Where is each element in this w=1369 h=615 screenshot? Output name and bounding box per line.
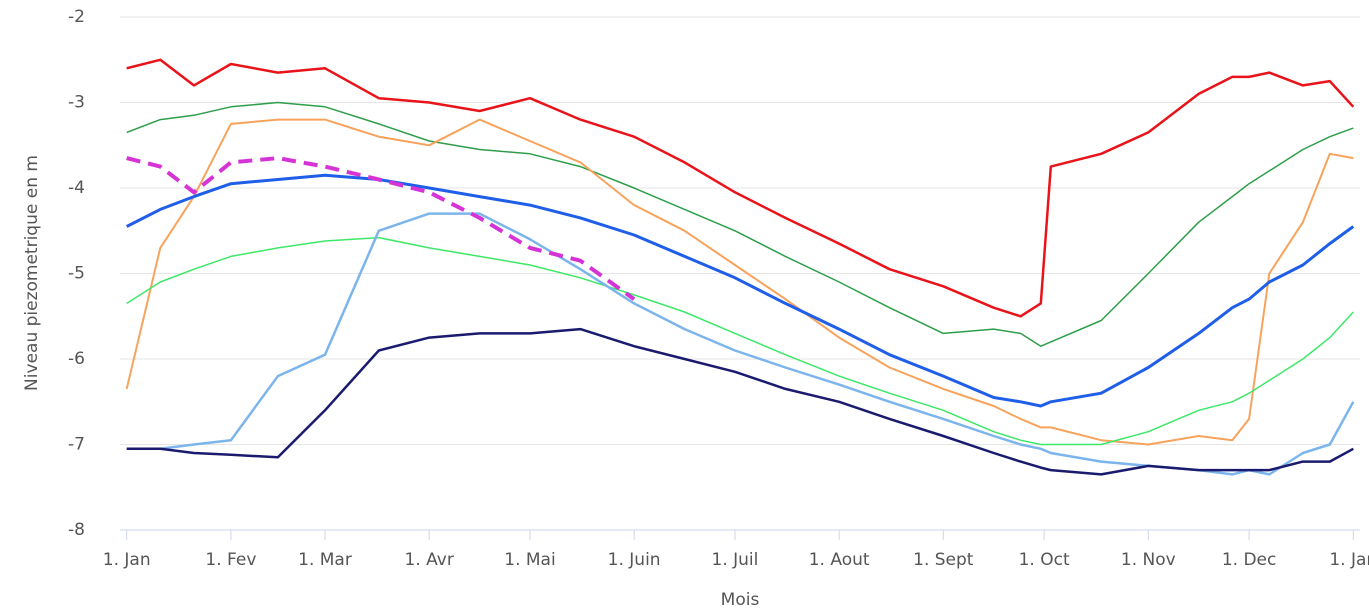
y-tick-label: -6 (68, 349, 85, 369)
y-tick-label: -2 (68, 7, 85, 27)
series-line (125, 118, 1354, 446)
y-tick-label: -7 (68, 435, 85, 455)
y-tick-label: -8 (68, 520, 85, 540)
x-tick-label: 1. Mar (298, 550, 352, 570)
y-tick-label: -3 (68, 93, 85, 113)
series-line (126, 327, 1354, 476)
series-line (126, 173, 1355, 408)
x-tick-label: 1. Mai (504, 550, 555, 570)
x-tick-label: 1. Juin (608, 550, 661, 570)
series-line (126, 58, 1355, 318)
x-tick-label: 1. Sept (913, 550, 974, 570)
series-line (126, 236, 1354, 446)
x-tick-label: 1. Aout (809, 550, 870, 570)
x-tick-label: 1. Avr (405, 550, 454, 570)
y-tick-label: -5 (68, 264, 85, 284)
x-tick-label: 1. Jan (1329, 550, 1369, 570)
x-axis-title: Mois (721, 590, 760, 610)
x-tick-label: 1. Juil (712, 550, 759, 570)
x-tick-label: 1. Nov (1121, 550, 1176, 570)
y-tick-label: -4 (68, 178, 85, 198)
x-tick-label: 1. Oct (1019, 550, 1070, 570)
x-tick-label: 1. Jan (103, 550, 151, 570)
series-line (126, 156, 636, 301)
series-line (126, 212, 1355, 476)
x-tick-label: 1. Dec (1222, 550, 1277, 570)
series-line (126, 101, 1354, 347)
x-tick-label: 1. Fev (205, 550, 256, 570)
y-axis-title: Niveau piezometrique en m (22, 155, 42, 391)
